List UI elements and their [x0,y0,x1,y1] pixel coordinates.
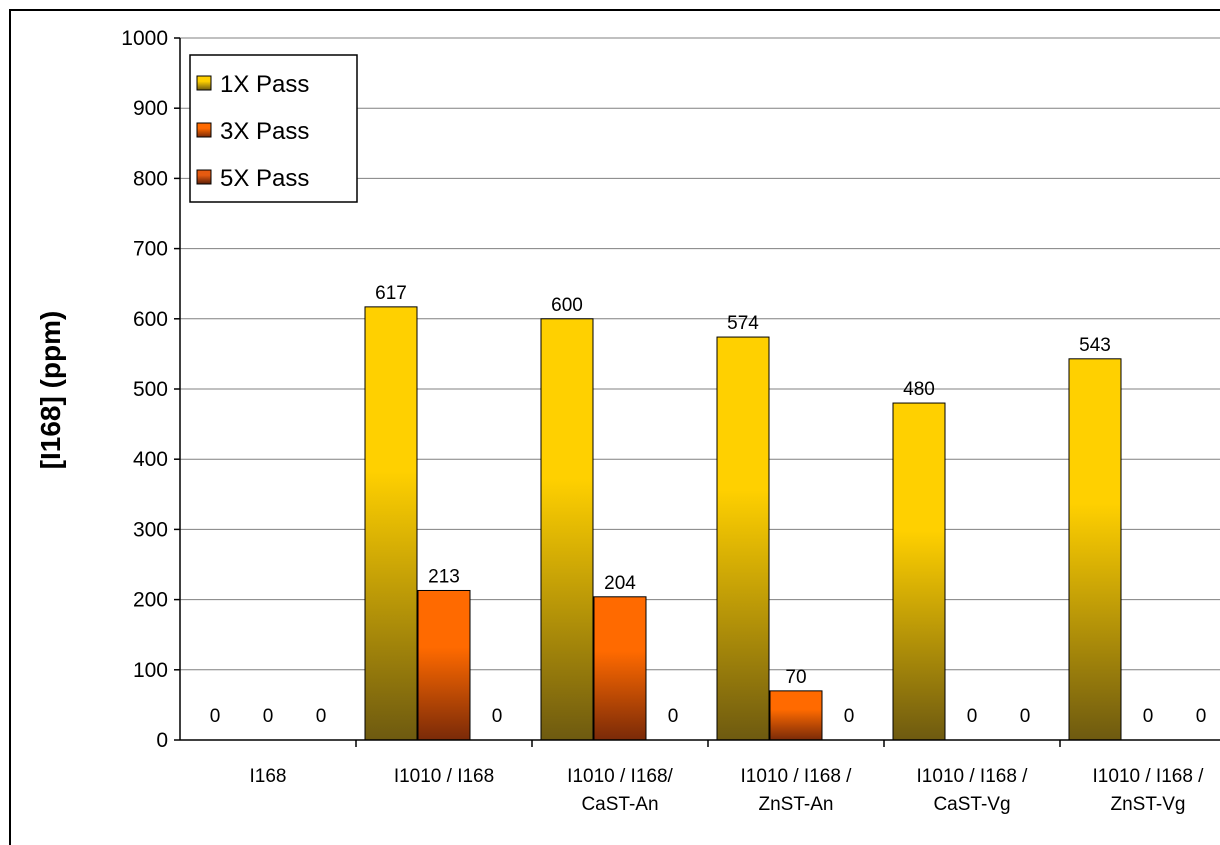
bars [364,306,1122,741]
x-tick-label: I1010 / I168 / [1093,766,1205,787]
bar [769,690,823,741]
data-label: 0 [668,706,679,727]
x-tick-label: ZnST-An [759,794,834,815]
y-axis-title: [I168] (ppm) [35,311,66,470]
legend-swatch [196,122,212,138]
data-label: 574 [727,313,759,334]
y-tick-label: 200 [133,589,168,612]
x-tick-label: I1010 / I168 / [741,766,853,787]
y-tick-label: 900 [133,97,168,120]
data-label: 600 [551,295,583,316]
y-tick-label: 300 [133,518,168,541]
gridlines [180,37,1220,671]
bar [364,306,418,741]
legend-label: 3X Pass [220,118,309,145]
legend-swatch [196,75,212,91]
y-tick-label: 0 [156,729,168,752]
data-label: 0 [1196,706,1207,727]
data-label: 0 [316,706,327,727]
y-tick-label: 1000 [121,27,168,50]
bar [1068,358,1122,741]
x-tick-label: I1010 / I168/ [567,766,673,787]
data-label: 204 [604,573,636,594]
legend-label: 1X Pass [220,71,309,98]
bar [716,336,770,741]
y-tick-label: 100 [133,659,168,682]
y-tick-label: 800 [133,167,168,190]
legend-label: 5X Pass [220,165,309,192]
bar [540,318,594,741]
x-tick-label: I1010 / I168 / [917,766,1029,787]
legend: 1X Pass 3X Pass 5X Pass [189,54,358,203]
data-label: 213 [428,566,460,587]
data-label: 480 [903,379,935,400]
data-label: 0 [1143,706,1154,727]
bar [892,402,946,741]
data-labels: 0 0 0 617 213 0 600 204 0 574 70 0 480 0 0 543 0 0 [210,283,1207,727]
x-tick-label: CaST-An [581,794,658,815]
data-label: 70 [785,667,806,688]
data-label: 0 [210,706,221,727]
data-label: 0 [492,706,503,727]
bar [417,589,471,741]
x-tick-label: I1010 / I168 [394,766,494,787]
y-tick-label: 400 [133,448,168,471]
data-label: 0 [263,706,274,727]
y-tick-label: 500 [133,378,168,401]
data-label: 0 [844,706,855,727]
bar [593,596,647,741]
legend-swatch [196,169,212,185]
data-label: 0 [967,706,978,727]
x-tick-label: ZnST-Vg [1111,794,1186,815]
x-tick-label: CaST-Vg [933,794,1010,815]
legend-box [189,54,358,203]
y-tick-label: 700 [133,238,168,261]
y-tick-label: 600 [133,308,168,331]
data-label: 617 [375,283,407,304]
data-label: 543 [1079,335,1111,356]
data-label: 0 [1020,706,1031,727]
x-tick-label: I168 [250,766,287,787]
